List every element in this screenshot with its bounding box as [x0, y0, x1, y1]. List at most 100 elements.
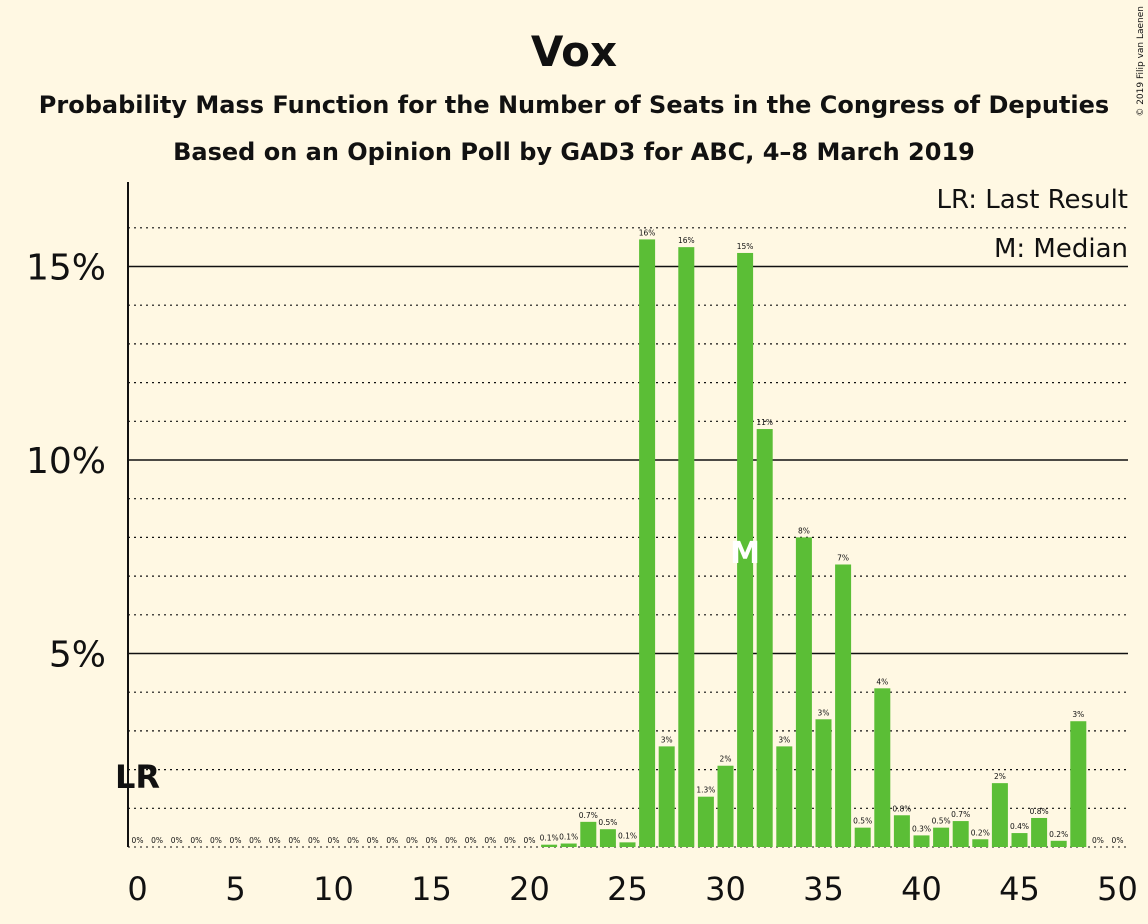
- x-tick-label: 50: [1097, 870, 1138, 908]
- bar: [972, 839, 989, 847]
- bar: [541, 844, 558, 847]
- bar-value-label: 0.7%: [951, 810, 970, 819]
- x-axis-ticks: 0 5 10 15 20 25 30 35 40 45 50: [127, 870, 1138, 908]
- bar: [913, 835, 930, 847]
- bar-value-label: 11%: [756, 418, 773, 427]
- legend-last-result: LR: Last Result: [936, 185, 1128, 215]
- x-tick-label: 15: [411, 870, 452, 908]
- median-marker: M: [730, 536, 760, 571]
- bar-value-label: 16%: [639, 228, 656, 237]
- x-tick-label: 30: [705, 870, 746, 908]
- bar: [952, 821, 969, 847]
- x-tick-label: 5: [225, 870, 245, 908]
- bar-value-label: 0%: [524, 836, 536, 845]
- bar-value-label: 0%: [249, 836, 261, 845]
- bar-value-label: 0%: [445, 836, 457, 845]
- last-result-marker: LR: [115, 758, 160, 796]
- bar-value-label: 0.3%: [912, 824, 931, 833]
- bar: [658, 746, 675, 847]
- chart-subtitle: Probability Mass Function for the Number…: [39, 91, 1109, 119]
- x-tick-label: 20: [509, 870, 550, 908]
- bar-value-label: 0%: [386, 836, 398, 845]
- bar-value-label: 15%: [737, 242, 754, 251]
- bar-value-label: 0.8%: [892, 804, 911, 813]
- bar: [1050, 840, 1067, 847]
- bar-value-label: 8%: [798, 526, 810, 535]
- bar-value-label: 4%: [876, 677, 888, 686]
- bar-value-label: 3%: [661, 735, 673, 744]
- x-tick-label: 0: [127, 870, 147, 908]
- bar-value-label: 0%: [328, 836, 340, 845]
- bar: [893, 815, 910, 847]
- bar-value-label: 2%: [994, 772, 1006, 781]
- bar: [1011, 833, 1028, 847]
- bar-value-label: 0.1%: [540, 834, 559, 843]
- x-tick-label: 40: [901, 870, 942, 908]
- bar-value-label: 0.5%: [853, 817, 872, 826]
- bar-labels: 0% 0% 0% 0% 0% 0% 0% 0% 0% 0% 0% 0% 0% 0% 0% 0% 0% 0% 0% 0%…: [132, 228, 1124, 845]
- bar-value-label: 0.1%: [559, 833, 578, 842]
- bar-value-label: 0.4%: [1010, 822, 1029, 831]
- bar-value-label: 0.5%: [598, 818, 617, 827]
- bar: [1031, 817, 1048, 847]
- bar: [697, 796, 714, 847]
- bar-value-label: 0%: [1112, 836, 1124, 845]
- bar-value-label: 0%: [1092, 836, 1104, 845]
- bar: [580, 821, 597, 847]
- bar-value-label: 0%: [367, 836, 379, 845]
- bar: [560, 843, 577, 847]
- bar-value-label: 7%: [837, 553, 849, 562]
- gridlines: [128, 227, 1128, 848]
- bar-value-label: 0%: [484, 836, 496, 845]
- y-axis-ticks: 5% 10% 15%: [26, 248, 106, 676]
- bar: [1070, 721, 1087, 847]
- bar-value-label: 0%: [171, 836, 183, 845]
- chart-subtitle-2: Based on an Opinion Poll by GAD3 for ABC…: [173, 138, 975, 166]
- bar-value-label: 0%: [347, 836, 359, 845]
- bar: [815, 719, 832, 847]
- x-tick-label: 35: [803, 870, 844, 908]
- bar-value-label: 0.2%: [971, 828, 990, 837]
- bar: [737, 252, 754, 847]
- y-tick-label: 15%: [26, 248, 106, 289]
- bar: [717, 765, 734, 847]
- bar-value-label: 0%: [230, 836, 242, 845]
- y-tick-label: 5%: [49, 635, 106, 676]
- bar-value-label: 3%: [818, 708, 830, 717]
- bar-value-label: 0%: [210, 836, 222, 845]
- y-tick-label: 10%: [26, 441, 106, 482]
- bar: [835, 564, 852, 847]
- x-tick-label: 10: [313, 870, 354, 908]
- bar-value-label: 1.3%: [696, 786, 715, 795]
- bar-value-label: 0.2%: [1049, 830, 1068, 839]
- bar: [599, 829, 616, 847]
- bar-value-label: 3%: [778, 735, 790, 744]
- bar-value-label: 0.7%: [579, 811, 598, 820]
- bar: [756, 429, 773, 847]
- bar: [991, 783, 1008, 847]
- bar-value-label: 0%: [190, 836, 202, 845]
- legend-median: M: Median: [994, 234, 1128, 264]
- bar-value-label: 16%: [678, 236, 695, 245]
- bar-value-label: 0.1%: [618, 831, 637, 840]
- bar-value-label: 0%: [288, 836, 300, 845]
- bar-value-label: 0%: [504, 836, 516, 845]
- bar-value-label: 0%: [426, 836, 438, 845]
- bar-value-label: 0.5%: [932, 817, 951, 826]
- bars: [541, 239, 1087, 847]
- bar-value-label: 2%: [720, 755, 732, 764]
- bar: [854, 827, 871, 847]
- bar-value-label: 0%: [465, 836, 477, 845]
- copyright-note: © 2019 Filip van Laenen: [1136, 6, 1146, 117]
- x-tick-label: 25: [607, 870, 648, 908]
- bar-value-label: 0%: [269, 836, 281, 845]
- bar: [619, 842, 636, 847]
- bar-value-label: 0%: [308, 836, 320, 845]
- chart-title: Vox: [531, 27, 617, 76]
- bar: [639, 239, 656, 847]
- bar: [933, 827, 950, 847]
- bar: [776, 746, 793, 847]
- bar-value-label: 0.8%: [1030, 807, 1049, 816]
- bar-value-label: 0%: [132, 836, 144, 845]
